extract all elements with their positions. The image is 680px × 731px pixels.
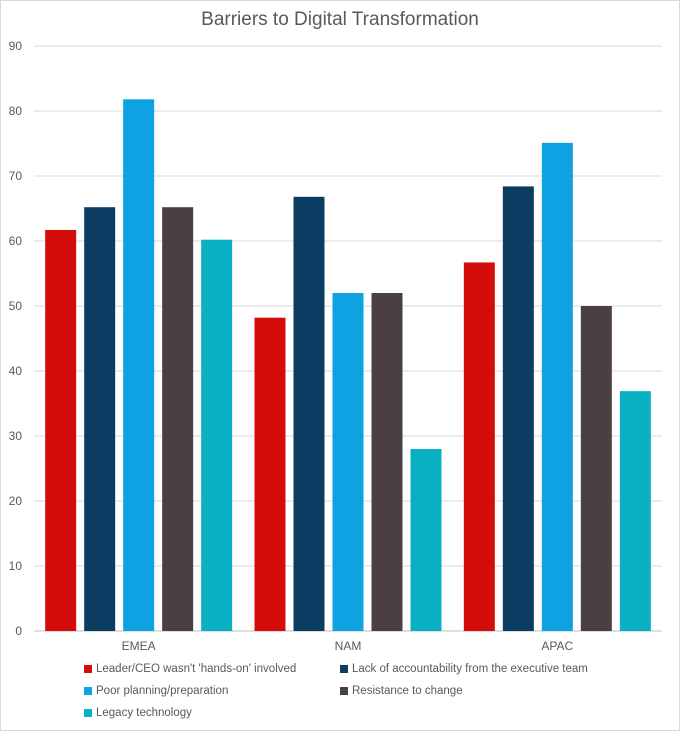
y-tick-label: 40 bbox=[9, 364, 23, 378]
bar bbox=[463, 262, 495, 631]
bar-chart: 0 10 20 30 40 50 60 70 80 90 EMEA NAM APAC bbox=[9, 39, 662, 653]
x-category-label: EMEA bbox=[122, 639, 156, 653]
bar bbox=[502, 186, 534, 631]
bar bbox=[580, 306, 612, 631]
bar bbox=[254, 317, 286, 631]
bar bbox=[541, 142, 573, 631]
legend-item: Legacy technology bbox=[84, 707, 192, 719]
legend-item: Leader/CEO wasn't 'hands-on' involved bbox=[84, 663, 296, 675]
legend-swatch bbox=[84, 709, 92, 717]
x-axis-categories: EMEA NAM APAC bbox=[122, 639, 574, 653]
legend-label: Leader/CEO wasn't 'hands-on' involved bbox=[96, 663, 297, 675]
y-tick-label: 30 bbox=[9, 429, 23, 443]
legend-swatch bbox=[340, 665, 348, 673]
y-tick-label: 70 bbox=[9, 169, 23, 183]
y-tick-label: 10 bbox=[9, 559, 23, 573]
legend-swatch bbox=[84, 665, 92, 673]
legend-label: Lack of accountability from the executiv… bbox=[352, 663, 588, 675]
bar bbox=[293, 196, 325, 632]
bar bbox=[371, 293, 403, 631]
legend-item: Lack of accountability from the executiv… bbox=[340, 663, 588, 675]
chart-title: Barriers to Digital Transformation bbox=[201, 9, 479, 30]
bar bbox=[201, 239, 233, 631]
legend-swatch bbox=[84, 687, 92, 695]
bar bbox=[332, 293, 364, 631]
bar bbox=[162, 207, 194, 631]
y-tick-label: 20 bbox=[9, 494, 23, 508]
y-tick-label: 80 bbox=[9, 104, 23, 118]
legend-label: Resistance to change bbox=[352, 685, 463, 697]
y-tick-label: 50 bbox=[9, 299, 23, 313]
y-tick-label: 60 bbox=[9, 234, 23, 248]
bars bbox=[45, 99, 651, 632]
bar bbox=[123, 99, 155, 632]
y-tick-label: 0 bbox=[15, 624, 22, 638]
bar bbox=[84, 207, 116, 631]
legend-label: Legacy technology bbox=[96, 707, 192, 719]
legend-swatch bbox=[340, 687, 348, 695]
bar bbox=[619, 391, 651, 631]
x-category-label: APAC bbox=[541, 639, 573, 653]
x-category-label: NAM bbox=[335, 639, 362, 653]
legend-item: Resistance to change bbox=[340, 685, 463, 697]
bar bbox=[45, 229, 77, 631]
legend-label: Poor planning/preparation bbox=[96, 685, 229, 697]
legend-item: Poor planning/preparation bbox=[84, 685, 228, 697]
y-axis-ticks: 0 10 20 30 40 50 60 70 80 90 bbox=[9, 39, 23, 638]
y-tick-label: 90 bbox=[9, 39, 23, 53]
bar bbox=[410, 449, 442, 631]
